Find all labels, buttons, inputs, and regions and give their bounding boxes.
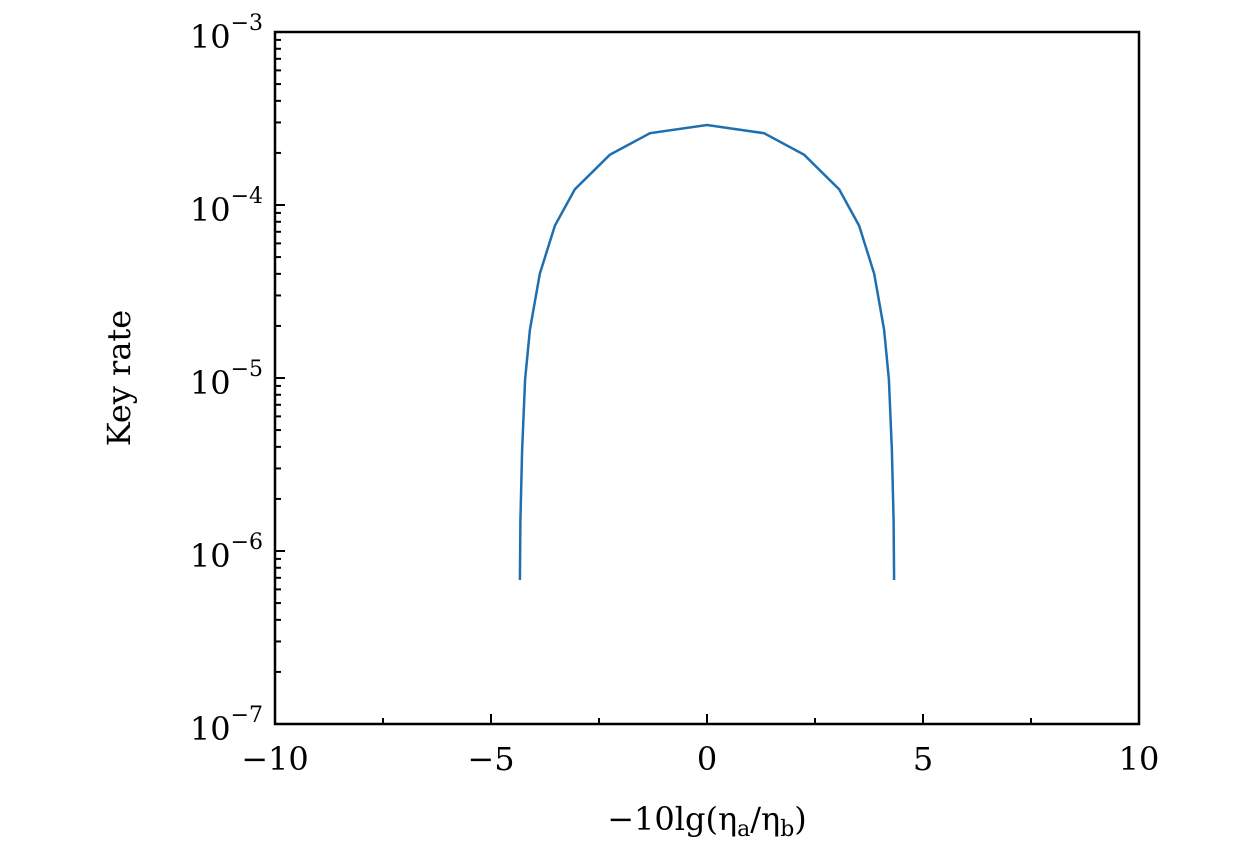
y-tick-exponent: −6	[231, 530, 263, 555]
y-tick-exponent: −7	[231, 703, 263, 728]
x-axis-label-part: a	[737, 817, 750, 842]
x-tick-label: −5	[467, 740, 514, 778]
y-axis-label: Key rate	[100, 310, 138, 446]
x-axis-label-part: b	[780, 817, 794, 842]
y-tick-label: 10−3	[190, 11, 263, 56]
x-axis-label-part: )	[794, 800, 806, 838]
y-tick-label: 10−7	[190, 703, 263, 748]
y-tick-exponent: −5	[231, 357, 263, 382]
x-tick-label: 10	[1119, 740, 1160, 778]
y-tick-label: 10−6	[190, 530, 263, 575]
x-axis-label-part: −10lg(η	[607, 800, 737, 838]
x-axis-label-part: /η	[750, 800, 780, 838]
y-tick-base: 10	[190, 191, 231, 229]
y-tick-base: 10	[190, 710, 231, 748]
y-tick-label: 10−5	[190, 357, 263, 402]
y-tick-base: 10	[190, 537, 231, 575]
x-tick-label: 0	[697, 740, 717, 778]
data-line	[518, 123, 896, 581]
x-tick-label: −10	[241, 740, 309, 778]
y-tick-exponent: −3	[231, 11, 263, 36]
y-tick-label: 10−4	[190, 184, 263, 229]
plot-frame	[273, 30, 1141, 726]
y-tick-base: 10	[190, 364, 231, 402]
x-axis-label: −10lg(ηa/ηb)	[607, 800, 807, 842]
y-tick-exponent: −4	[231, 184, 263, 209]
x-tick-label: 5	[913, 740, 933, 778]
y-tick-base: 10	[190, 18, 231, 56]
